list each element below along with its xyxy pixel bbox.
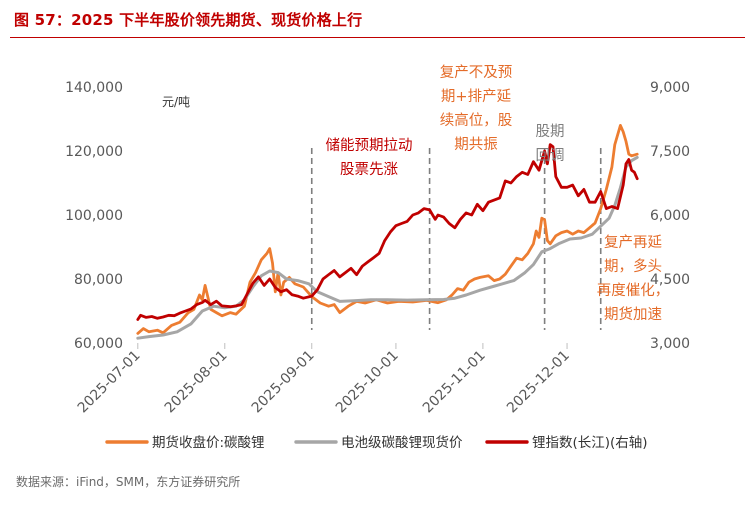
y-left-tick-label: 80,000 — [74, 272, 123, 288]
annotation-3-line-2: 回调 — [536, 147, 565, 164]
annotation-4-line-4: 期货加速 — [604, 306, 662, 323]
y-right-tick-label: 6,000 — [650, 208, 690, 224]
legend-label-1: 期货收盘价:碳酸锂 — [152, 434, 265, 451]
lithium-price-chart: 60,000 80,000 100,000 120,000 140,000 3,000 4,… — [65, 63, 690, 451]
chart-axes: 60,000 80,000 100,000 120,000 140,000 3,000 4,… — [65, 80, 690, 416]
x-tick-label: 2025-11-01 — [420, 348, 489, 417]
chart-legend: 期货收盘价:碳酸锂 电池级碳酸锂现货价 锂指数(长江)(右轴) — [105, 434, 648, 451]
annotation-2-line-2: 期+排产延 — [441, 88, 512, 105]
series-line-1 — [136, 124, 639, 335]
y-right-tick-label: 4,500 — [650, 272, 690, 288]
y-right-tick-label: 3,000 — [650, 336, 690, 352]
annotation-2-line-3: 续高位，股 — [440, 112, 513, 129]
annotation-4-line-2: 期，多头 — [604, 258, 662, 275]
y-left-tick-label: 140,000 — [65, 80, 123, 96]
title-divider-line — [10, 37, 745, 38]
annotation-4-line-3: 再度催化， — [597, 282, 670, 299]
y-right-tick-label: 9,000 — [650, 80, 690, 96]
y-left-tick-label: 120,000 — [65, 144, 123, 160]
x-tick-label: 2025-12-01 — [504, 348, 573, 417]
annotation-2-line-1: 复产不及预 — [440, 63, 513, 81]
legend-label-3: 锂指数(长江)(右轴) — [532, 435, 648, 451]
series-line-3 — [136, 143, 639, 321]
y-left-tick-label: 100,000 — [65, 208, 123, 224]
x-tick-label: 2025-10-01 — [333, 348, 402, 417]
annotation-1-line-2: 股票先涨 — [340, 161, 398, 178]
y-unit-label: 元/吨 — [162, 95, 190, 109]
data-source-note: 数据来源：iFind，SMM，东方证券研究所 — [16, 475, 241, 489]
annotation-4-line-1: 复产再延 — [604, 233, 662, 251]
series-lines — [136, 124, 639, 340]
annotation-1-line-1: 储能预期拉动 — [326, 137, 413, 154]
figure-title: 图 57：2025 下半年股价领先期货、现货价格上行 — [14, 11, 363, 29]
x-tick-label: 2025-09-01 — [249, 348, 318, 417]
x-tick-label: 2025-08-01 — [162, 348, 231, 417]
y-right-tick-label: 7,500 — [650, 144, 690, 160]
annotation-2-line-4: 期共振 — [454, 136, 498, 153]
annotation-3-line-1: 股期 — [536, 123, 565, 140]
x-tick-label: 2025-07-01 — [75, 348, 144, 417]
legend-label-2: 电池级碳酸锂现货价 — [341, 434, 463, 451]
y-left-tick-label: 60,000 — [74, 336, 123, 352]
